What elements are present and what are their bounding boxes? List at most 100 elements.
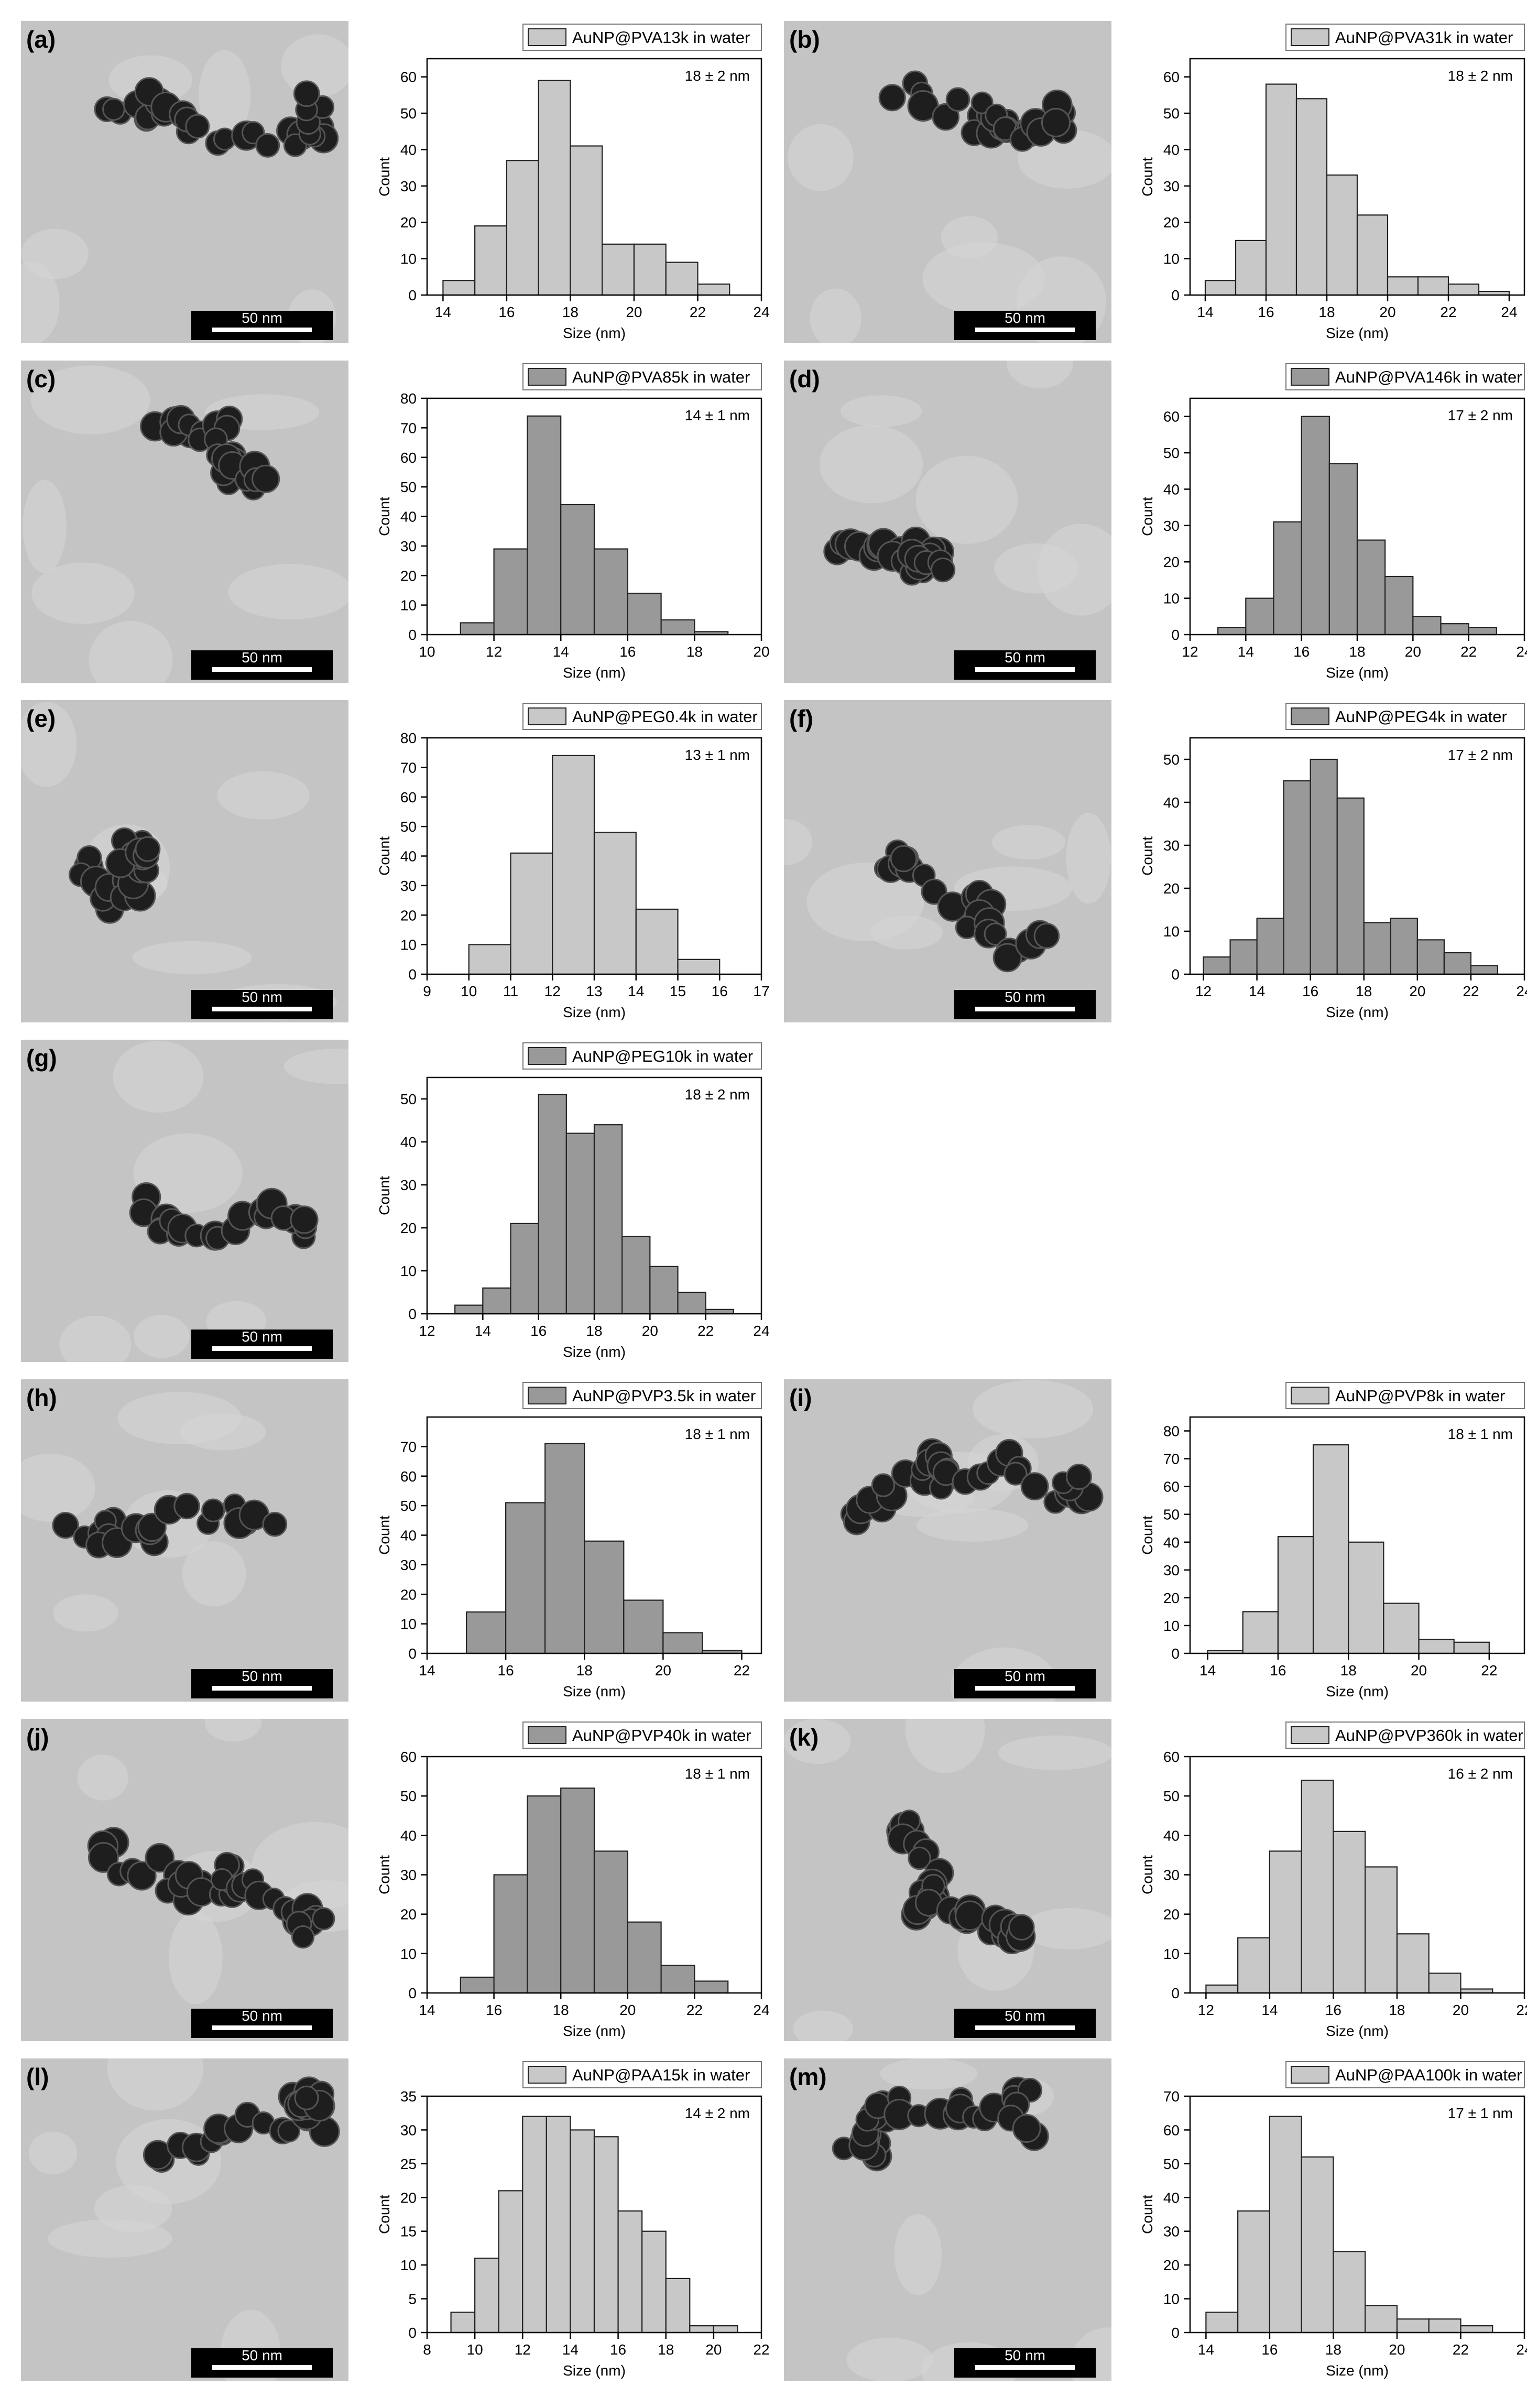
- histogram-bar: [510, 1223, 539, 1315]
- histogram-bar: [1229, 939, 1258, 975]
- scale-bar-label: 50 nm: [242, 649, 282, 666]
- histogram: 14 16 18 20 22 24 0 10 20 30 40 50 60 Size (nm) Count A…: [376, 24, 770, 341]
- y-axis-label: Count: [1139, 157, 1155, 197]
- y-tick-label: 0: [408, 287, 417, 303]
- size-annotation: 16 ± 2 nm: [1448, 1766, 1513, 1782]
- y-tick-label: 30: [1163, 518, 1180, 534]
- y-tick-label: 20: [400, 214, 417, 231]
- tem-micrograph: (f) 50 nm: [784, 700, 1111, 1022]
- histogram-bar: [1273, 521, 1302, 636]
- x-tick-label: 12: [1182, 644, 1198, 660]
- legend-swatch: [528, 2066, 566, 2084]
- histogram-bar: [660, 1965, 695, 1994]
- histogram-bar: [510, 852, 553, 975]
- x-tick-label: 14: [562, 2341, 579, 2358]
- tem-micrograph: (b) 50 nm: [784, 21, 1111, 343]
- y-tick-label: 30: [400, 2122, 417, 2138]
- legend: AuNP@PVP3.5k in water: [522, 1382, 762, 1409]
- x-tick-label: 16: [486, 2002, 502, 2018]
- tem-particles: [819, 361, 1111, 616]
- histogram-bar: [482, 1287, 511, 1315]
- y-tick-label: 20: [400, 1906, 417, 1923]
- size-annotation: 18 ± 1 nm: [1448, 1426, 1513, 1442]
- panel-label: (d): [789, 365, 820, 393]
- histogram-bar: [677, 1291, 706, 1315]
- y-tick-label: 20: [1163, 1590, 1180, 1606]
- histogram-bar: [1310, 758, 1338, 975]
- histogram-bar: [1396, 1933, 1430, 1994]
- histogram-bar: [544, 1443, 585, 1654]
- histogram-bar: [1265, 83, 1297, 296]
- x-tick-label: 20: [1379, 304, 1395, 320]
- y-tick-label: 50: [400, 819, 417, 835]
- x-tick-label: 14: [553, 644, 569, 660]
- legend-swatch: [528, 28, 566, 46]
- x-axis-label: Size (nm): [563, 1004, 626, 1020]
- x-tick-label: 22: [1453, 2341, 1469, 2358]
- histogram: 8 10 12 14 16 18 20 22 0 5 10 15 20 25 30 35 Size (nm) Co…: [376, 2061, 770, 2379]
- scale-bar-line: [212, 328, 312, 332]
- histogram-bar: [1387, 276, 1419, 296]
- histogram-bar: [1269, 1850, 1302, 1994]
- x-tick-label: 20: [619, 2002, 636, 2018]
- histogram-bar: [584, 1540, 625, 1654]
- y-tick-label: 20: [400, 907, 417, 923]
- x-tick-label: 16: [1258, 304, 1274, 320]
- legend-swatch: [528, 1387, 566, 1404]
- panel-label: (b): [789, 26, 820, 53]
- legend-title: AuNP@PEG0.4k in water: [572, 707, 758, 726]
- histogram-bar: [1365, 2305, 1398, 2334]
- y-tick-label: 30: [400, 878, 417, 894]
- x-tick-label: 14: [1199, 1662, 1216, 1679]
- y-tick-label: 70: [1163, 1451, 1180, 1467]
- scale-bar-line: [212, 2365, 312, 2370]
- y-axis-label: Count: [376, 1516, 392, 1555]
- histogram-bar: [1443, 952, 1472, 975]
- y-tick-label: 20: [1163, 880, 1180, 897]
- x-tick-label: 14: [419, 2002, 435, 2018]
- x-tick-label: 20: [642, 1323, 658, 1339]
- histogram-bar: [1301, 416, 1330, 636]
- tem-particles: [832, 2058, 1111, 2381]
- histogram-bar: [498, 2190, 523, 2334]
- panel-h: (h) 50 nm 14 16 18 20 22 0 10 20 30 40 50 60 70 Size (n…: [21, 1379, 768, 1702]
- x-tick-label: 20: [753, 644, 769, 660]
- legend-title: AuNP@PVP8k in water: [1335, 1387, 1505, 1405]
- histogram-bar: [1470, 965, 1499, 975]
- histogram-bar: [665, 261, 699, 296]
- y-tick-label: 10: [400, 2257, 417, 2273]
- x-tick-label: 20: [1411, 1662, 1427, 1679]
- size-annotation: 18 ± 1 nm: [685, 1766, 750, 1782]
- histogram-bar: [627, 592, 662, 636]
- histogram-bar: [505, 1502, 546, 1654]
- legend-swatch: [528, 707, 566, 725]
- y-tick-label: 0: [408, 627, 417, 643]
- histogram-bar: [1412, 616, 1442, 636]
- histogram-bar: [1256, 918, 1284, 975]
- histogram-bar: [1440, 623, 1469, 636]
- scale-bar-line: [975, 2025, 1075, 2030]
- y-tick-label: 60: [400, 450, 417, 466]
- x-tick-label: 18: [1389, 2002, 1405, 2018]
- legend-title: AuNP@PAA100k in water: [1335, 2066, 1522, 2084]
- histogram-bar: [1333, 1830, 1366, 1994]
- x-tick-label: 12: [515, 2341, 531, 2358]
- histogram-bar: [1396, 2318, 1430, 2334]
- x-tick-label: 18: [586, 1323, 602, 1339]
- histogram-bar: [694, 1980, 729, 1994]
- scale-bar-line: [975, 1686, 1075, 1691]
- x-axis-label: Size (nm): [563, 325, 626, 341]
- size-annotation: 18 ± 2 nm: [1448, 68, 1513, 84]
- histogram-bar: [460, 1976, 495, 1994]
- y-axis-label: Count: [376, 1855, 392, 1894]
- y-tick-label: 80: [400, 730, 417, 746]
- histogram: 14 16 18 20 22 24 0 10 20 30 40 50 60 Size (nm) Count A…: [376, 1721, 770, 2039]
- histogram-bar: [538, 1094, 567, 1315]
- scale-bar-label: 50 nm: [1005, 649, 1045, 666]
- histogram-bar: [593, 1124, 623, 1315]
- y-tick-label: 40: [400, 141, 417, 158]
- tem-particles: [21, 34, 348, 343]
- panel-f: (f) 50 nm 12 14 16 18 20 22 24 0 10 20 30 40 50 Size (n…: [784, 700, 1527, 1022]
- x-tick-label: 16: [610, 2341, 626, 2358]
- scale-bar: 50 nm: [954, 310, 1096, 340]
